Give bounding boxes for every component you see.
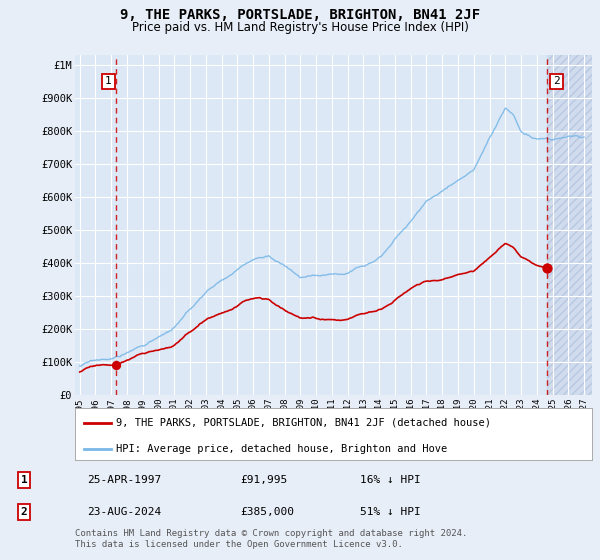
Text: Contains HM Land Registry data © Crown copyright and database right 2024.
This d: Contains HM Land Registry data © Crown c… <box>75 529 467 549</box>
Point <box>112 360 121 369</box>
Text: £385,000: £385,000 <box>240 507 294 517</box>
Text: Price paid vs. HM Land Registry's House Price Index (HPI): Price paid vs. HM Land Registry's House … <box>131 21 469 34</box>
Text: 1: 1 <box>20 475 28 484</box>
Text: 2: 2 <box>553 76 560 86</box>
Text: 9, THE PARKS, PORTSLADE, BRIGHTON, BN41 2JF: 9, THE PARKS, PORTSLADE, BRIGHTON, BN41 … <box>120 8 480 22</box>
Text: 51% ↓ HPI: 51% ↓ HPI <box>360 507 421 517</box>
Text: 25-APR-1997: 25-APR-1997 <box>87 475 161 484</box>
Bar <box>547 55 592 395</box>
Point <box>542 263 552 272</box>
Text: 9, THE PARKS, PORTSLADE, BRIGHTON, BN41 2JF (detached house): 9, THE PARKS, PORTSLADE, BRIGHTON, BN41 … <box>116 418 491 428</box>
Bar <box>547 55 592 395</box>
Text: HPI: Average price, detached house, Brighton and Hove: HPI: Average price, detached house, Brig… <box>116 444 448 454</box>
Text: £91,995: £91,995 <box>240 475 287 484</box>
Text: 16% ↓ HPI: 16% ↓ HPI <box>360 475 421 484</box>
Text: 1: 1 <box>105 76 112 86</box>
Text: 2: 2 <box>20 507 28 517</box>
Text: 23-AUG-2024: 23-AUG-2024 <box>87 507 161 517</box>
